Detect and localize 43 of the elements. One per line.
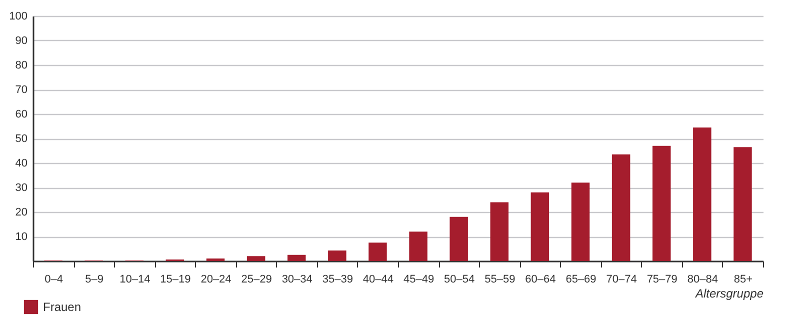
bar [409, 232, 428, 261]
bar [652, 146, 671, 261]
x-tick-label: 55–59 [484, 274, 516, 286]
y-tick-label: 80 [15, 60, 28, 72]
bar [287, 254, 306, 261]
bar [246, 256, 266, 261]
x-tick-label: 35–39 [322, 274, 353, 286]
y-tick-label: 100 [9, 10, 28, 22]
y-tick-label: 90 [15, 35, 28, 47]
y-tick-label: 60 [15, 108, 28, 120]
y-tick-label: 70 [15, 84, 28, 96]
x-tick-label: 5–9 [85, 274, 104, 286]
y-tick-label: 40 [15, 158, 28, 170]
bar [734, 147, 752, 261]
x-tick-label: 65–69 [566, 274, 596, 286]
x-tick-label: 15–19 [160, 274, 191, 286]
x-tick-label: 85+ [734, 274, 753, 286]
legend-label: Frauen [43, 300, 82, 314]
x-tick-label: 0–4 [44, 274, 63, 286]
x-tick-label: 30–34 [282, 274, 312, 286]
bar [693, 127, 712, 261]
bar [530, 192, 550, 261]
bar [368, 242, 387, 261]
x-tick-label: 20–24 [200, 274, 232, 286]
x-tick-label: 45–49 [403, 274, 434, 286]
x-tick-label: 10–14 [120, 274, 150, 286]
bar [328, 250, 346, 261]
bar [450, 216, 468, 261]
bar [490, 202, 509, 261]
y-tick-label: 20 [15, 206, 28, 218]
x-tick-label: 70–74 [606, 274, 637, 286]
x-axis-title: Altersgruppe [694, 286, 764, 300]
x-tick-label: 40–44 [362, 274, 394, 286]
x-tick-label: 60–64 [525, 274, 556, 286]
x-tick-label: 25–29 [241, 274, 272, 286]
bar [571, 182, 590, 261]
x-tick-label: 50–54 [444, 274, 475, 286]
y-tick-label: 50 [15, 133, 28, 145]
y-tick-label: 10 [15, 231, 28, 243]
y-tick-label: 30 [15, 182, 28, 194]
bar [612, 154, 630, 261]
x-tick-label: 80–84 [687, 274, 718, 286]
x-tick-label: 75–79 [646, 274, 678, 286]
